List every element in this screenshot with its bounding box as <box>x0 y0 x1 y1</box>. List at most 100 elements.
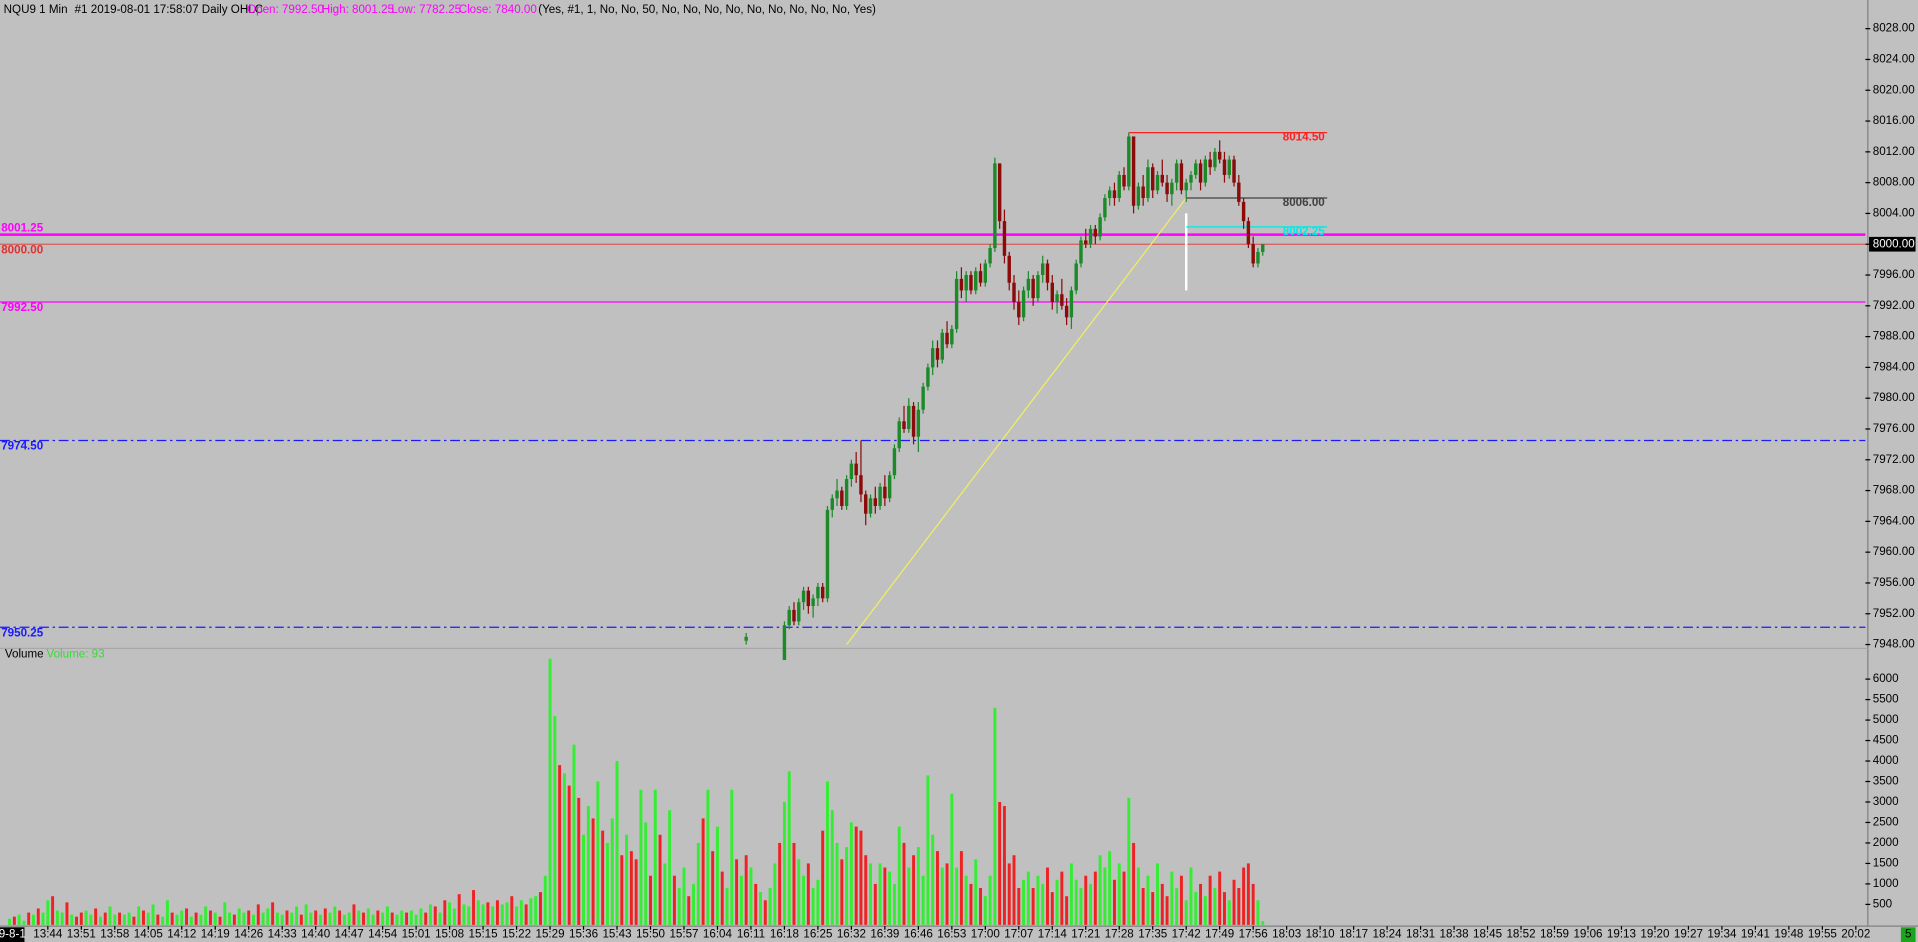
volume-bar <box>491 906 495 925</box>
volume-bar <box>744 855 748 925</box>
y-tick-label: 7972.00 <box>1873 453 1915 466</box>
candle-body <box>1217 151 1222 160</box>
x-tick-label: 18:03 <box>1272 928 1301 941</box>
volume-bar <box>242 912 246 925</box>
volume-bar <box>481 904 485 925</box>
y-tick-label: 1500 <box>1873 856 1899 869</box>
candle-body <box>1189 174 1193 183</box>
candle-body <box>1031 278 1035 299</box>
candle-body <box>806 590 811 607</box>
candle-body <box>911 405 916 437</box>
volume-bar <box>237 908 241 925</box>
volume-bar <box>495 900 499 925</box>
volume-bar <box>539 892 542 925</box>
candle-body <box>926 367 930 387</box>
volume-bar <box>438 912 442 925</box>
candle-body <box>1227 159 1231 175</box>
candle-body <box>1127 136 1131 187</box>
candle-body <box>974 271 978 291</box>
volume-bar <box>199 914 203 925</box>
volume-bar <box>749 867 753 925</box>
interval: 1 Min <box>39 3 67 16</box>
volume-bar <box>1079 888 1083 925</box>
x-tick-label: 15:36 <box>569 928 598 941</box>
candle-body <box>1246 221 1251 245</box>
volume-bar <box>1156 863 1159 925</box>
volume-bar <box>118 912 122 925</box>
volume-bar <box>156 914 160 925</box>
volume-bar <box>945 863 949 925</box>
volume-bar <box>161 916 165 925</box>
volume-bar <box>605 842 609 925</box>
x-tick-label: 15:22 <box>502 928 531 941</box>
volume-bar <box>668 810 672 925</box>
volume-bar <box>314 910 318 925</box>
volume-bar <box>1108 851 1112 925</box>
status-box <box>1900 927 1916 942</box>
candle-body <box>849 463 854 480</box>
x-tick-label: 14:26 <box>234 928 263 941</box>
volume-bar <box>51 896 55 925</box>
x-tick-label: 18:10 <box>1306 928 1335 941</box>
volume-bar <box>46 900 50 925</box>
volume-bar <box>916 847 920 925</box>
volume-bar <box>295 906 299 925</box>
candle-body <box>873 498 878 506</box>
volume-bar <box>826 781 829 925</box>
candle-body <box>782 625 787 660</box>
candle-body <box>983 263 988 283</box>
segment-label: 8006.00 <box>1283 196 1325 209</box>
x-tick-label: 16:25 <box>803 928 832 941</box>
volume-bar <box>1031 888 1035 925</box>
candle-body <box>935 348 940 360</box>
volume-bar <box>1151 892 1155 925</box>
y-tick-label: 8028.00 <box>1873 22 1915 35</box>
volume-bar <box>208 910 212 925</box>
volume-bar <box>8 918 12 925</box>
volume-bar <box>467 906 471 925</box>
volume-bar <box>1256 900 1260 925</box>
volume-bar <box>802 875 806 925</box>
x-tick-label: 18:31 <box>1406 928 1435 941</box>
volume-bar <box>931 834 935 925</box>
volume-bar <box>357 910 361 925</box>
volume-bar <box>974 859 978 925</box>
volume-bar <box>725 888 729 925</box>
date-box <box>0 927 25 942</box>
volume-bar <box>462 904 466 925</box>
x-tick-label: 13:58 <box>100 928 129 941</box>
volume-bar <box>1223 892 1226 925</box>
candle-body <box>864 494 868 514</box>
volume-bar <box>500 904 504 925</box>
volume-bar <box>998 801 1002 925</box>
volume-bar <box>409 910 413 925</box>
x-tick-label: 15:29 <box>536 928 565 941</box>
volume-bar <box>1199 883 1203 925</box>
volume-bar <box>548 658 552 925</box>
volume-bar <box>433 906 437 925</box>
volume-bar <box>715 826 719 925</box>
volume-bar <box>639 789 643 925</box>
x-tick-label: 15:08 <box>435 928 464 941</box>
volume-bar <box>362 912 365 925</box>
volume-bar <box>653 789 657 925</box>
volume-bar <box>323 908 327 925</box>
candle-body <box>1002 221 1007 256</box>
volume-bar <box>969 883 973 925</box>
x-tick-label: 19:20 <box>1640 928 1669 941</box>
volume-bar <box>610 818 614 925</box>
candle-body <box>792 609 796 622</box>
volume-bar <box>859 830 863 925</box>
candle-body <box>1155 174 1160 191</box>
volume-bar <box>261 912 265 925</box>
x-tick-label: 14:12 <box>167 928 196 941</box>
volume-bar <box>754 883 758 925</box>
volume-bar <box>472 890 475 925</box>
volume-bar <box>1237 888 1241 925</box>
volume-bar <box>735 859 739 925</box>
volume-bar <box>371 914 375 925</box>
candle-body <box>930 348 935 368</box>
volume-bar <box>983 896 987 925</box>
volume-bar <box>17 914 21 925</box>
